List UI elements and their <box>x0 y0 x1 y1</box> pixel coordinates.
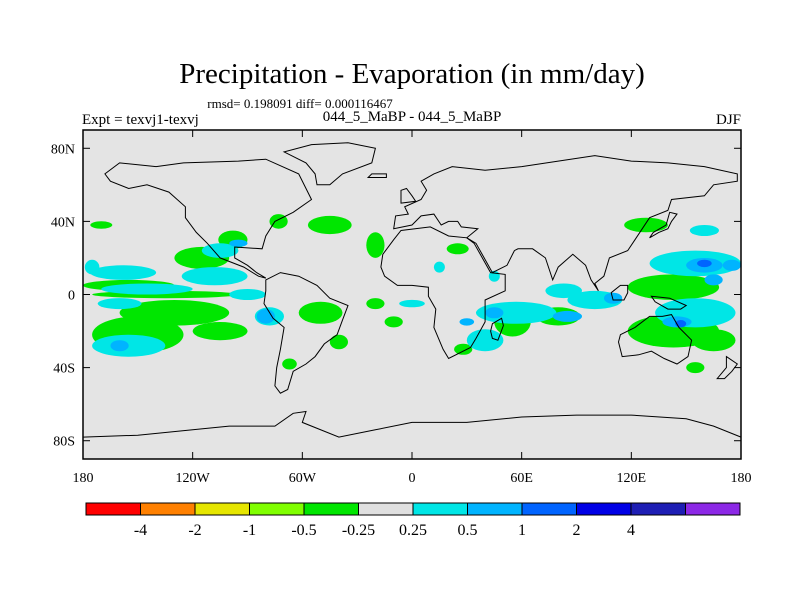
contour-region-1-3 <box>101 283 193 295</box>
contour-region-0-15 <box>446 243 469 255</box>
colorbar-swatch-0 <box>85 502 141 516</box>
coastline-greenland <box>282 142 377 186</box>
colorbar-swatch-1 <box>140 502 196 516</box>
colorbar-label-9: 4 <box>627 522 635 539</box>
contour-regions <box>83 214 742 374</box>
contour-region-2-1 <box>110 340 129 352</box>
contour-region-0-24 <box>686 362 705 374</box>
coastline-iceland <box>366 173 387 178</box>
colorbar-label-3: -0.5 <box>291 522 316 539</box>
colorbar-label-6: 0.5 <box>458 522 478 539</box>
contour-region-1-9 <box>399 299 425 308</box>
contour-region-1-2 <box>97 298 142 310</box>
y-tick-label-1: 40N <box>51 215 75 230</box>
y-tick-label-4: 80S <box>53 435 75 450</box>
x-tick-label-2: 60W <box>289 471 317 486</box>
contour-region-2-2 <box>256 309 275 324</box>
colorbar-swatch-11 <box>685 502 741 516</box>
contour-region-2-10 <box>722 259 742 271</box>
season-label: DJF <box>716 112 741 128</box>
coastline-north-america <box>104 158 313 279</box>
colorbar-swatch-9 <box>576 502 632 516</box>
colorbar-label-7: 1 <box>518 522 526 539</box>
colorbar-swatch-6 <box>412 502 468 516</box>
chart-title: Precipitation - Evaporation (in mm/day) <box>179 58 645 90</box>
colorbar: -4 -2 -1 -0.5 -0.25 0.25 0.5 1 2 4 <box>85 502 741 539</box>
contour-region-1-11 <box>466 329 504 352</box>
contour-region-2-3 <box>552 310 583 322</box>
x-tick-label-4: 60E <box>510 471 533 486</box>
contour-region-3-0 <box>697 259 712 268</box>
contour-region-0-10 <box>366 298 385 310</box>
x-tick-label-6: 180 <box>731 471 752 486</box>
period-label: 044_5_MaBP - 044_5_MaBP <box>323 109 502 125</box>
colorbar-swatch-8 <box>521 502 577 516</box>
stats-line: rmsd= 0.198091 diff= 0.000116467 <box>207 96 393 111</box>
coastline-australia <box>617 314 693 365</box>
contour-region-0-19 <box>624 217 668 233</box>
contour-region-2-6 <box>459 318 475 326</box>
colorbar-label-2: -1 <box>243 522 256 539</box>
y-tick-label-0: 80N <box>51 142 75 157</box>
contour-region-2-0 <box>229 239 248 247</box>
coastline-new-zealand <box>716 355 739 380</box>
contour-region-0-9 <box>329 334 348 350</box>
colorbar-swatch-7 <box>467 502 523 516</box>
contour-region-1-7 <box>229 289 266 300</box>
contour-region-0-17 <box>454 343 473 355</box>
coastline-borneo <box>610 284 629 301</box>
coastline-eurasia <box>393 155 738 292</box>
contour-region-0-11 <box>384 316 403 328</box>
coastline-south-america <box>263 272 349 394</box>
contour-region-0-5 <box>192 322 248 341</box>
colorbar-label-5: 0.25 <box>399 522 427 539</box>
x-tick-label-1: 120W <box>176 471 211 486</box>
colorbar-swatch-5 <box>358 502 414 516</box>
contour-region-2-5 <box>485 307 504 319</box>
coastline-uk <box>400 187 417 204</box>
contour-region-1-13 <box>545 283 582 299</box>
coastline-madagascar <box>490 317 504 341</box>
contour-region-0-14 <box>366 232 385 258</box>
contour-region-0-20 <box>627 274 720 301</box>
colorbar-swatch-3 <box>249 502 305 516</box>
colorbar-swatch-4 <box>303 502 359 516</box>
coastline-new-guinea <box>650 295 688 310</box>
colorbar-swatch-10 <box>630 502 686 516</box>
colorbar-label-4: -0.25 <box>342 522 375 539</box>
map-area <box>82 129 742 460</box>
coastline-africa <box>380 226 506 360</box>
coastlines <box>82 142 742 460</box>
axis-ticks: 180 120W 60W 0 60E 120E 180 80N 40N 0 40S 80S <box>51 130 752 486</box>
colorbar-label-0: -4 <box>134 522 147 539</box>
x-tick-label-5: 120E <box>617 471 647 486</box>
coastline-japan <box>649 211 678 239</box>
contour-region-0-8 <box>298 301 343 324</box>
experiment-label: Expt = texvj1-texvj <box>82 112 199 128</box>
coastline-antarctica <box>82 410 742 460</box>
y-tick-label-3: 40S <box>53 362 75 377</box>
contour-region-0-23 <box>282 358 297 370</box>
contour-region-2-9 <box>704 274 723 286</box>
contour-region-1-16 <box>689 225 720 236</box>
contour-region-0-22 <box>691 329 736 352</box>
colorbar-label-8: 2 <box>573 522 581 539</box>
contour-region-0-0 <box>90 221 113 229</box>
contour-region-1-4 <box>181 267 248 286</box>
y-tick-label-2: 0 <box>68 289 75 304</box>
contour-region-1-17 <box>433 261 445 273</box>
colorbar-label-1: -2 <box>188 522 201 539</box>
x-tick-label-3: 0 <box>409 471 416 486</box>
contour-region-1-10 <box>476 301 557 324</box>
contour-region-0-13 <box>307 215 352 235</box>
colorbar-swatch-2 <box>194 502 250 516</box>
x-tick-label-0: 180 <box>73 471 94 486</box>
contour-region-1-1 <box>90 265 157 280</box>
